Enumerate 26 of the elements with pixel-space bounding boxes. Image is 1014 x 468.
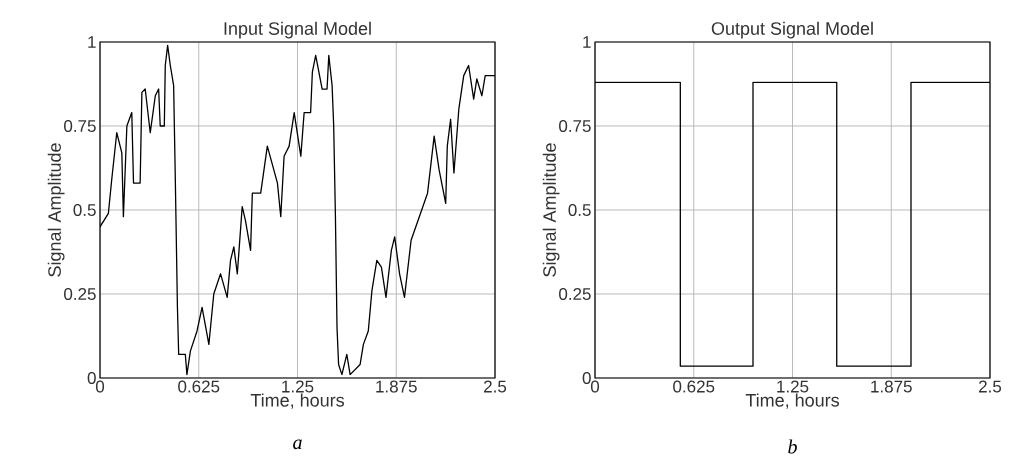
y-axis-title: Signal Amplitude <box>542 143 560 277</box>
text: b <box>788 439 797 454</box>
x-axis-title: Time, hours <box>250 393 345 409</box>
y-tick-label: 0.25 <box>559 287 591 301</box>
x-tick-label: 1.875 <box>376 380 417 393</box>
x-axis-title: Time, hours <box>745 393 840 409</box>
y-axis-title: Signal Amplitude <box>47 143 65 277</box>
x-tick-label: 0 <box>590 380 600 393</box>
y-tick-label: 0.75 <box>559 119 591 133</box>
x-tick-label: 1.875 <box>871 380 912 393</box>
x-tick-label: 2.5 <box>979 380 1002 393</box>
x-tick-label: 0 <box>95 380 105 393</box>
y-tick-label: 0.5 <box>568 203 591 217</box>
x-tick-label: 0.625 <box>673 380 715 393</box>
x-tick-label: 1.25 <box>777 380 809 393</box>
x-tick-label: 1.25 <box>282 380 314 393</box>
y-tick-label: 0.5 <box>73 203 96 217</box>
chart-title: Output Signal Model <box>711 21 873 39</box>
y-tick-label: 0.75 <box>64 119 96 133</box>
y-tick-label: 0.25 <box>64 287 96 301</box>
y-tick-label: 1 <box>88 36 96 48</box>
y-tick-label: 1 <box>583 36 591 48</box>
x-tick-label: 2.5 <box>484 380 507 393</box>
x-tick-label: 0.625 <box>178 380 220 393</box>
text: a <box>293 439 302 450</box>
chart-title: Input Signal Model <box>224 21 371 39</box>
